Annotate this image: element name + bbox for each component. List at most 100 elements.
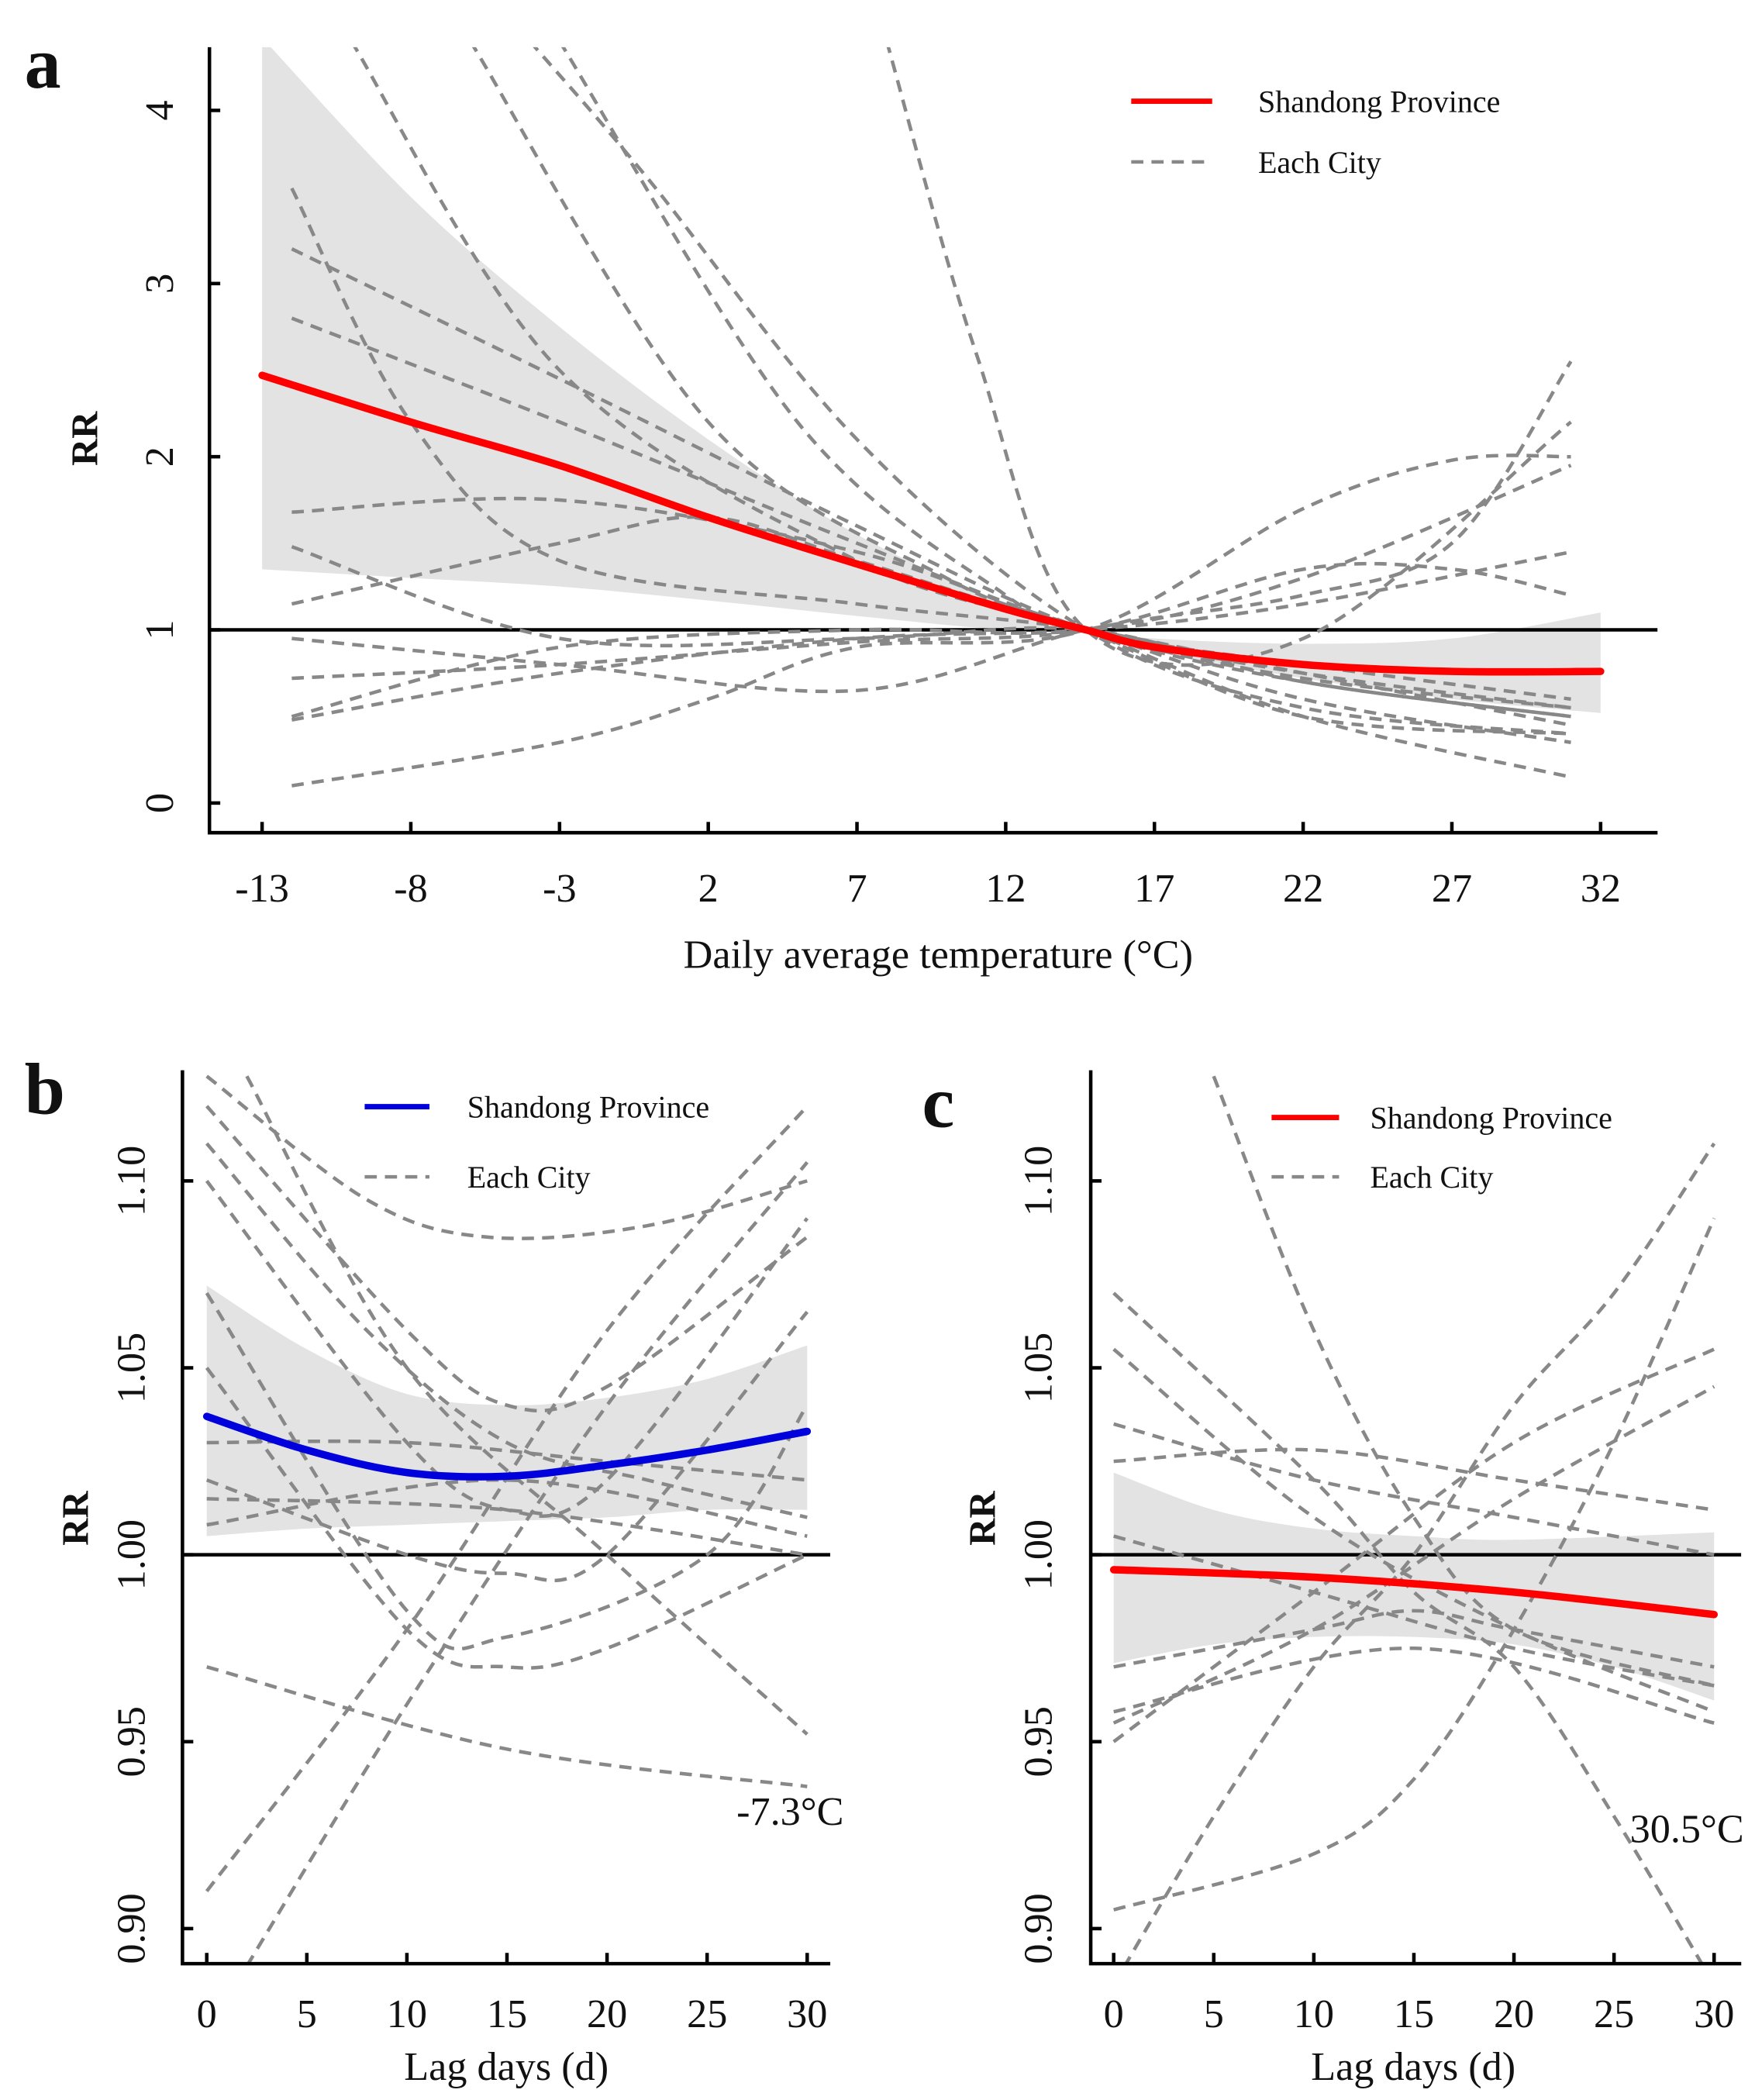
city-curve-13 — [471, 47, 1572, 779]
legend: Shandong Province Each City — [1271, 1100, 1612, 1195]
x-tick-label: -3 — [543, 866, 577, 911]
city-curve-9 — [1113, 1609, 1715, 1669]
city-curve-14 — [560, 47, 1571, 736]
y-axis-label: RR — [64, 411, 106, 466]
y-tick-label: 0.90 — [1016, 1893, 1061, 1964]
city-curve-10 — [1113, 1647, 1715, 1725]
y-tick-label: 4 — [137, 100, 182, 120]
plot-area — [209, 47, 1658, 788]
x-tick-label: 5 — [1204, 1991, 1224, 2036]
x-tick-label: 5 — [297, 1991, 317, 2036]
city-curve-12 — [1113, 1534, 1715, 1688]
y-tick-label: 1.05 — [1016, 1333, 1061, 1403]
x-tick-label: 15 — [487, 1991, 527, 2036]
city-curve-1 — [205, 1074, 808, 1240]
x-tick-label: 2 — [698, 866, 719, 911]
legend-main-label: Shandong Province — [1370, 1100, 1612, 1135]
x-tick-label: -8 — [394, 866, 427, 911]
y-tick-label: 0 — [137, 793, 182, 813]
city-curve-7 — [291, 453, 1571, 788]
legend-main-label: Shandong Province — [467, 1090, 709, 1125]
city-curve-12 — [206, 1497, 808, 1557]
city-curve-6 — [1112, 1384, 1715, 1725]
y-tick-label: 1.10 — [1016, 1146, 1061, 1216]
plot-area — [1091, 1075, 1742, 1964]
x-tick-label: 10 — [387, 1991, 427, 2036]
x-tick-label: 30 — [787, 1991, 827, 2036]
legend-main-label: Shandong Province — [1258, 84, 1500, 119]
x-tick-label: 0 — [197, 1991, 217, 2036]
city-curve-11 — [206, 1478, 808, 1538]
city-curve-11 — [1112, 1347, 1715, 1714]
city-curve-8 — [291, 561, 1572, 681]
temperature-annotation: -7.3°C — [736, 1789, 843, 1834]
y-tick-label: 1.10 — [109, 1146, 154, 1216]
city-curve-2 — [291, 247, 1571, 719]
city-curve-9 — [205, 1291, 809, 1651]
city-curve-9 — [291, 360, 1573, 694]
legend-city-label: Each City — [467, 1160, 591, 1195]
city-curve-2 — [1112, 1291, 1704, 1964]
province-curve — [1109, 1566, 1719, 1619]
legend-city-label: Each City — [1258, 145, 1381, 180]
city-curve-3 — [1123, 1142, 1716, 1964]
legend: Shandong Province Each City — [364, 1090, 709, 1195]
x-tick-label: 27 — [1432, 866, 1472, 911]
city-curve-3 — [291, 316, 1571, 710]
city-curve-10 — [291, 545, 1571, 719]
city-curve-13 — [205, 1310, 809, 1583]
legend: Shandong Province Each City — [1131, 84, 1500, 180]
y-tick-label: 0.90 — [109, 1893, 154, 1964]
city-curve-4 — [1113, 1217, 1716, 1912]
panel-c: 0 5 10 15 20 25 30 0.90 0.95 1.00 1.05 1.10 RR Lag da… — [922, 1063, 1743, 2089]
y-tick-label: 1.05 — [109, 1333, 154, 1403]
province-curve — [258, 371, 1605, 676]
city-curve-8 — [205, 1367, 809, 1670]
plot-area — [182, 1074, 831, 1964]
x-axis-label: Lag days (d) — [404, 2044, 609, 2089]
x-axis-label: Daily average temperature (°C) — [684, 932, 1193, 977]
x-tick-label: 25 — [1594, 1991, 1634, 2036]
city-curve-8 — [1113, 1447, 1715, 1512]
city-curve-14 — [205, 1180, 809, 1518]
city-curve-16 — [886, 47, 1572, 667]
y-tick-label: 1.00 — [109, 1519, 154, 1590]
x-tick-label: 7 — [846, 866, 867, 911]
panel-letter: c — [922, 1063, 954, 1143]
panel-letter: b — [25, 1049, 65, 1129]
y-tick-label: 0.95 — [1016, 1706, 1061, 1777]
city-curve-1 — [1212, 1075, 1715, 1688]
x-axis-label: Lag days (d) — [1311, 2044, 1515, 2089]
x-tick-label: 32 — [1581, 866, 1621, 911]
x-tick-label: 20 — [1494, 1991, 1534, 2036]
y-tick-label: 1 — [137, 619, 182, 640]
city-curve-2 — [205, 1105, 809, 1413]
y-tick-label: 0.95 — [109, 1706, 154, 1777]
x-tick-label: 15 — [1394, 1991, 1434, 2036]
x-tick-label: 20 — [587, 1991, 627, 2036]
y-tick-label: 3 — [137, 274, 182, 294]
y-tick-label: 2 — [137, 447, 182, 467]
axes — [207, 47, 1658, 835]
x-tick-label: 25 — [687, 1991, 727, 2036]
city-curve-7 — [1113, 1422, 1715, 1557]
y-tick-label: 1.00 — [1016, 1519, 1061, 1590]
panel-b: 0 5 10 15 20 25 30 0.90 0.95 1.00 1.05 1.10 RR Lag da… — [25, 1049, 844, 2089]
x-tick-label: 17 — [1134, 866, 1174, 911]
x-tick-label: 30 — [1694, 1991, 1734, 2036]
city-curve-11 — [291, 550, 1571, 722]
y-axis-label: RR — [55, 1491, 97, 1546]
confidence-band — [206, 1285, 808, 1536]
y-axis-label: RR — [961, 1491, 1003, 1546]
province-curve — [202, 1412, 812, 1481]
x-tick-label: 12 — [985, 866, 1026, 911]
city-curve-6 — [205, 1105, 809, 1893]
city-curve-4 — [245, 1075, 809, 1736]
city-curve-5 — [1112, 1347, 1715, 1743]
confidence-band — [262, 47, 1601, 713]
city-curve-15 — [533, 47, 1571, 736]
city-curve-3 — [205, 1142, 808, 1519]
x-tick-label: -13 — [235, 866, 289, 911]
